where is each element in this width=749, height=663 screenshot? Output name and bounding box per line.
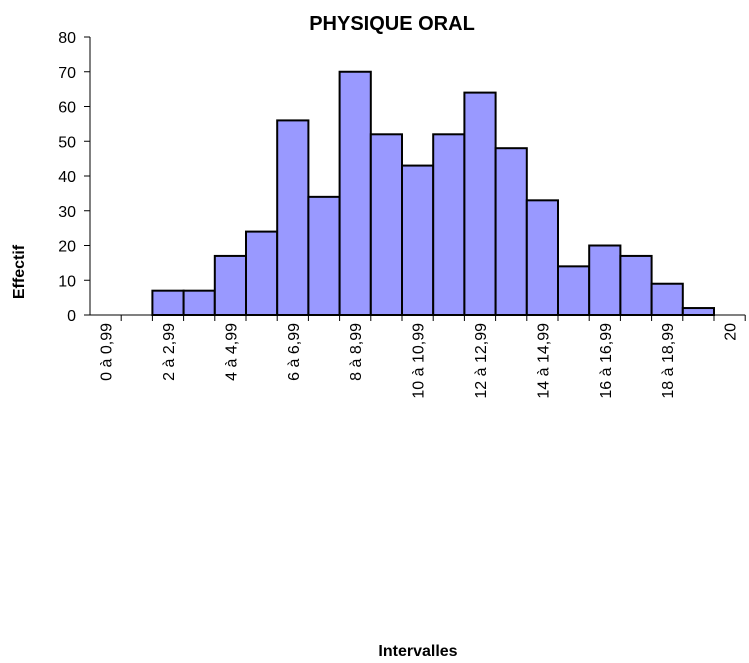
bar — [619, 254, 653, 317]
bar — [338, 70, 372, 316]
bar — [369, 133, 403, 316]
bar — [182, 289, 216, 316]
x-tick-label: 6 à 6,99 — [286, 323, 303, 381]
y-axis-title: Effectif — [11, 244, 28, 299]
bar — [213, 254, 248, 317]
bar — [307, 195, 341, 317]
y-tick-label: 50 — [58, 134, 76, 151]
y-tick-label: 10 — [58, 273, 76, 290]
x-axis-title: Intervalles — [378, 643, 457, 660]
bar — [276, 119, 310, 317]
bar — [557, 265, 591, 317]
bar — [494, 147, 528, 316]
bar — [432, 133, 466, 316]
bar — [525, 199, 559, 316]
x-tick-label: 14 à 14,99 — [535, 323, 552, 399]
x-tick-label: 16 à 16,99 — [598, 323, 615, 399]
x-tick-label: 20 — [723, 323, 740, 341]
bar — [588, 244, 622, 316]
y-tick-label: 30 — [58, 204, 76, 221]
y-tick-label: 80 — [58, 30, 76, 47]
x-tick-label: 10 à 10,99 — [411, 323, 428, 399]
bar — [245, 230, 279, 317]
y-tick-label: 70 — [58, 65, 76, 82]
bar — [463, 91, 497, 316]
x-tick-label: 2 à 2,99 — [161, 323, 178, 381]
y-tick-label: 40 — [58, 169, 76, 186]
x-tick-label: 8 à 8,99 — [348, 323, 365, 381]
y-tick-label: 0 — [67, 308, 76, 325]
x-tick-label: 18 à 18,99 — [660, 323, 677, 399]
chart-title: PHYSIQUE ORAL — [309, 13, 475, 35]
x-tick-label: 4 à 4,99 — [223, 323, 240, 381]
bar — [650, 282, 684, 317]
x-tick-label: 12 à 12,99 — [473, 323, 490, 399]
y-tick-label: 60 — [58, 100, 76, 117]
x-tick-label: 0 à 0,99 — [99, 323, 116, 381]
bar — [401, 164, 435, 316]
bar — [151, 289, 185, 316]
bar — [681, 307, 715, 316]
y-tick-label: 20 — [58, 239, 76, 256]
